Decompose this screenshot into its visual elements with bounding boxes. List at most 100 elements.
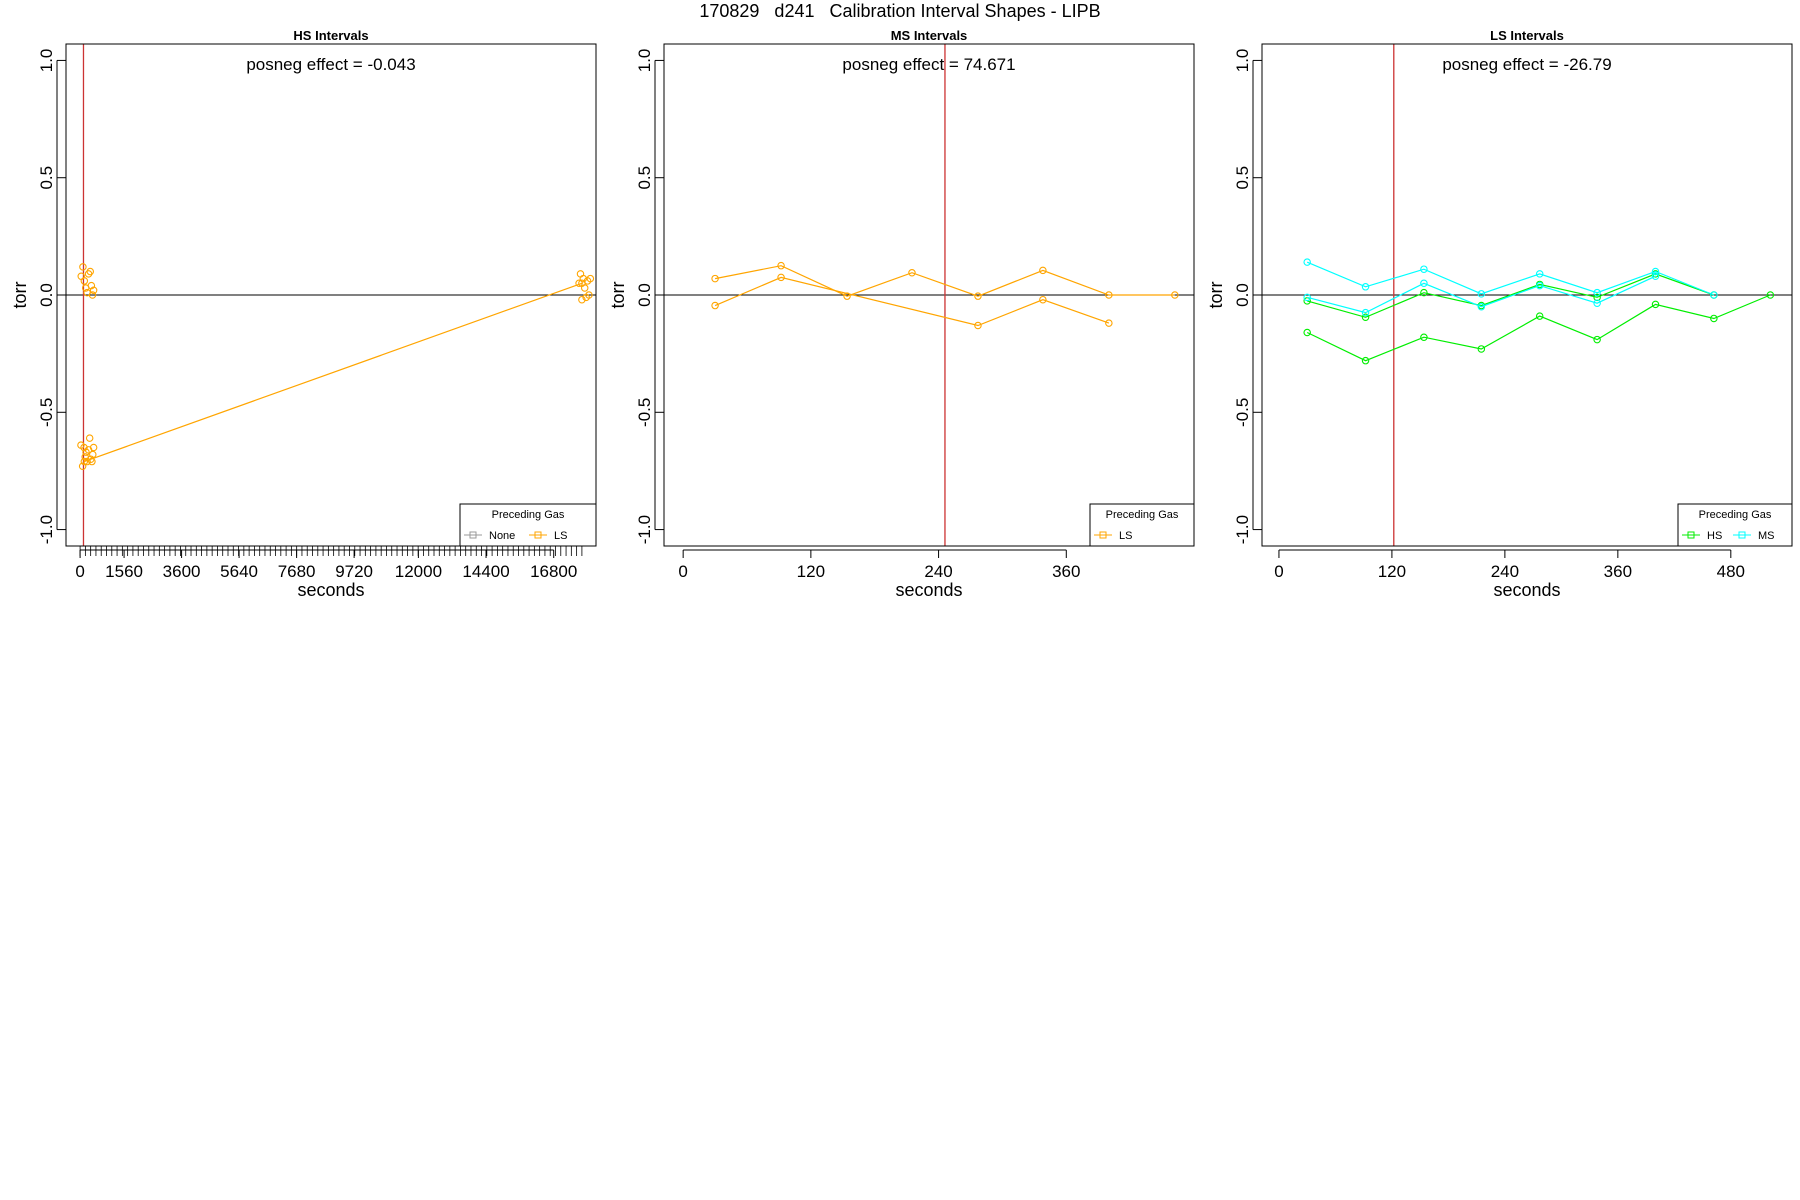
data-point — [80, 457, 89, 466]
x-axis-title: seconds — [297, 580, 364, 600]
y-tick-label: -1.0 — [37, 515, 56, 544]
data-point — [1039, 295, 1047, 304]
x-tick-label: 7680 — [278, 562, 316, 581]
data-point — [1477, 302, 1486, 311]
data-point — [1535, 270, 1544, 278]
data-point — [585, 291, 593, 299]
legend-box — [1089, 503, 1195, 547]
data-point — [89, 450, 97, 459]
data-point — [88, 457, 96, 466]
x-tick-label: 12000 — [395, 562, 442, 581]
y-axis-title: torr — [608, 281, 628, 308]
data-point — [908, 268, 916, 277]
data-point — [82, 448, 90, 456]
legend: Preceding Gas LS — [1089, 503, 1195, 547]
data-point — [1420, 333, 1428, 341]
posneg-annotation: posneg effect = -0.043 — [246, 55, 415, 74]
data-point — [1651, 300, 1660, 309]
data-point — [1593, 288, 1601, 297]
y-tick-label: 0.5 — [1233, 166, 1252, 190]
data-point — [88, 291, 97, 299]
y-tick-label: 0.0 — [37, 283, 56, 307]
series-layer — [1303, 258, 1775, 365]
plot-frame — [65, 43, 597, 547]
data-point — [586, 274, 595, 283]
y-tick-label: -0.5 — [635, 398, 654, 427]
legend-box — [1677, 503, 1793, 547]
legend-label: LS — [554, 530, 567, 542]
data-point — [1420, 279, 1428, 288]
legend-title: Preceding Gas — [492, 509, 565, 521]
y-tick-label: -1.0 — [1233, 515, 1252, 544]
data-point — [578, 295, 586, 304]
data-point — [974, 292, 982, 300]
legend: Preceding Gas None LS — [459, 503, 597, 547]
data-point — [1535, 312, 1544, 320]
data-point — [87, 281, 96, 290]
y-tick-label: -1.0 — [635, 515, 654, 544]
panel-title: MS Intervals — [891, 28, 968, 43]
plot-frame — [1261, 43, 1793, 547]
data-point — [85, 434, 94, 442]
data-point — [1171, 291, 1179, 299]
data-point — [1420, 288, 1428, 297]
x-tick-label: 0 — [678, 562, 687, 581]
data-point — [711, 274, 719, 283]
x-tick-label: 0 — [75, 562, 84, 581]
data-point — [1710, 291, 1718, 299]
data-point — [1535, 281, 1544, 290]
legend-marker — [1738, 531, 1746, 539]
data-point — [79, 263, 87, 271]
data-point — [86, 267, 94, 276]
data-point — [1651, 272, 1660, 280]
panel-2: MS Intervals posneg effect = 74.671 -1.0 -0… — [608, 28, 1195, 600]
series-line — [1306, 261, 1715, 296]
data-point — [777, 273, 785, 282]
posneg-annotation: posneg effect = -26.79 — [1442, 55, 1611, 74]
series-line — [714, 276, 1110, 327]
data-point — [1105, 291, 1113, 299]
data-point — [1651, 267, 1660, 276]
x-tick-label: 240 — [924, 562, 952, 581]
data-point — [1039, 266, 1047, 275]
legend-label: None — [489, 530, 515, 542]
x-tick-label: 1560 — [105, 562, 143, 581]
x-tick-label: 480 — [1717, 562, 1745, 581]
plot-frame — [663, 43, 1195, 547]
y-axis-title: torr — [1206, 281, 1226, 308]
x-tick-label: 360 — [1604, 562, 1632, 581]
legend-box — [459, 503, 597, 547]
y-tick-label: 0.5 — [635, 166, 654, 190]
series-line — [84, 282, 583, 463]
x-tick-label: 14400 — [462, 562, 509, 581]
y-tick-label: 1.0 — [635, 49, 654, 73]
y-tick-label: 1.0 — [37, 49, 56, 73]
series-layer — [77, 263, 595, 470]
legend-marker — [1099, 531, 1107, 539]
legend-label: MS — [1758, 530, 1775, 542]
data-point — [1361, 313, 1370, 322]
y-tick-label: -0.5 — [37, 398, 56, 427]
data-point — [1593, 299, 1601, 307]
x-tick-label: 120 — [797, 562, 825, 581]
data-point — [1361, 283, 1370, 291]
series-line — [1307, 275, 1656, 314]
x-axis-title: seconds — [1493, 580, 1560, 600]
series-layer — [711, 261, 1179, 330]
data-point — [579, 274, 588, 283]
data-point — [1651, 270, 1660, 278]
x-tick-label: 0 — [1274, 562, 1283, 581]
y-tick-label: 0.0 — [635, 283, 654, 307]
figure-title: 170829 d241 Calibration Interval Shapes … — [699, 1, 1101, 21]
panel-3: LS Intervals posneg effect = -26.79 -1.0 -0… — [1206, 28, 1793, 600]
data-point — [1303, 328, 1311, 337]
series-line — [714, 265, 1175, 297]
legend-marker — [1687, 531, 1695, 539]
data-point — [1710, 314, 1718, 323]
data-point — [1593, 335, 1601, 344]
data-point — [78, 462, 87, 470]
data-point — [80, 277, 89, 285]
x-tick-label: 120 — [1378, 562, 1406, 581]
y-tick-label: 0.5 — [37, 166, 56, 190]
x-tick-label: 240 — [1491, 562, 1519, 581]
